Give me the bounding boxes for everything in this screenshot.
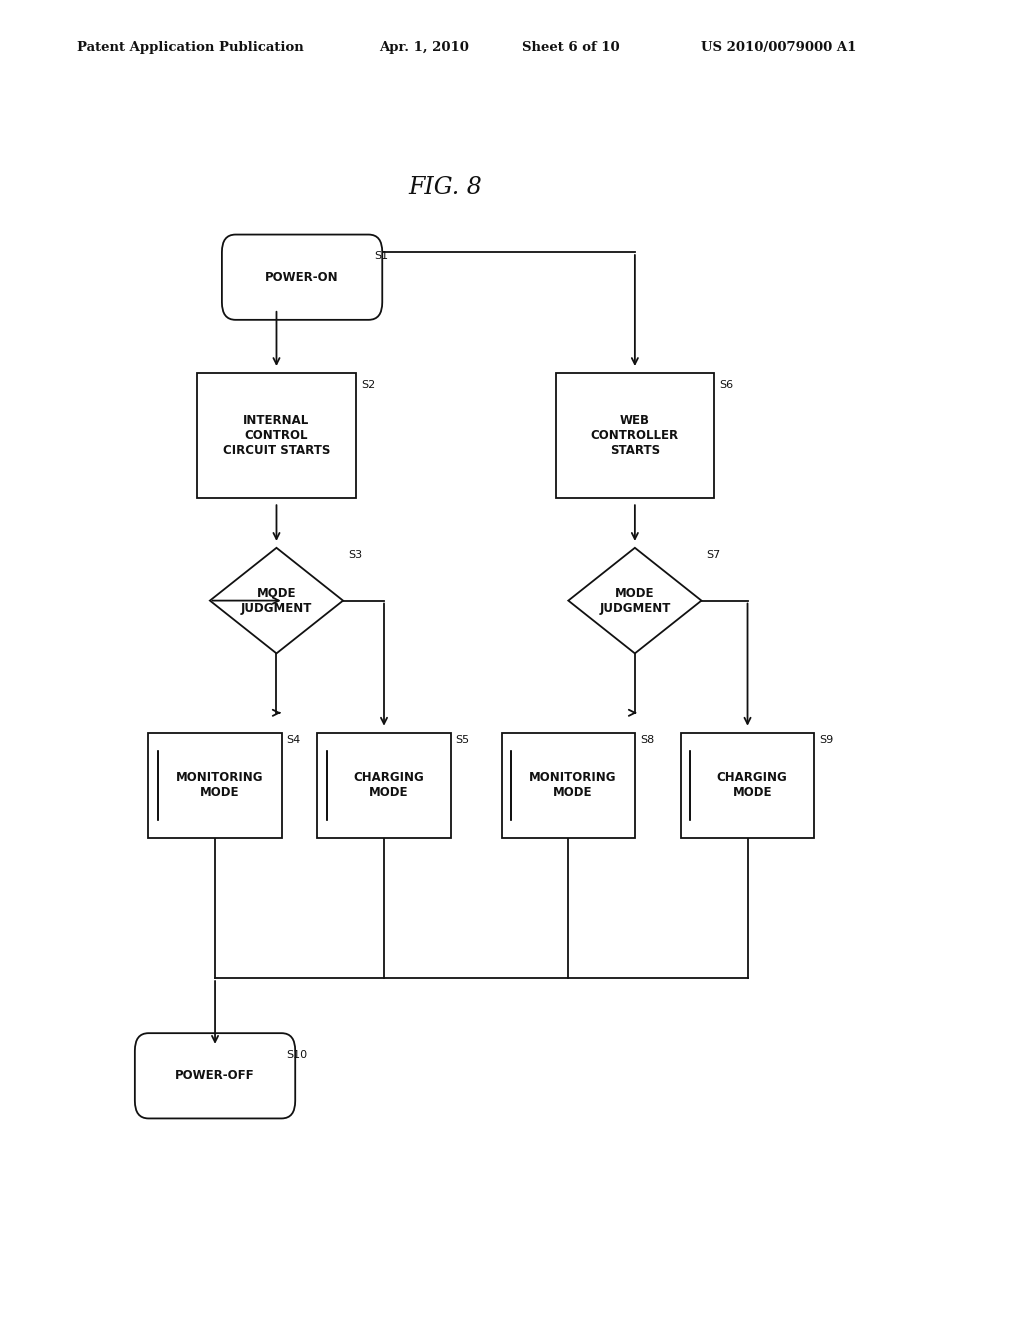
Text: MONITORING
MODE: MONITORING MODE xyxy=(176,771,263,800)
Text: S7: S7 xyxy=(707,550,721,561)
Text: S2: S2 xyxy=(361,380,375,389)
Bar xyxy=(502,733,635,838)
Bar xyxy=(317,733,451,838)
Text: US 2010/0079000 A1: US 2010/0079000 A1 xyxy=(701,41,857,54)
Text: MODE
JUDGMENT: MODE JUDGMENT xyxy=(241,586,312,615)
Text: Apr. 1, 2010: Apr. 1, 2010 xyxy=(379,41,469,54)
Polygon shape xyxy=(210,548,343,653)
Bar xyxy=(681,733,814,838)
Text: CHARGING
MODE: CHARGING MODE xyxy=(717,771,787,800)
Text: WEB
CONTROLLER
STARTS: WEB CONTROLLER STARTS xyxy=(591,414,679,457)
Text: POWER-OFF: POWER-OFF xyxy=(175,1069,255,1082)
Text: FIG. 8: FIG. 8 xyxy=(409,176,482,199)
FancyBboxPatch shape xyxy=(135,1034,295,1118)
Text: MODE
JUDGMENT: MODE JUDGMENT xyxy=(599,586,671,615)
Text: S4: S4 xyxy=(287,735,301,746)
Text: S10: S10 xyxy=(287,1049,308,1060)
Text: S6: S6 xyxy=(719,380,733,389)
Text: S9: S9 xyxy=(819,735,834,746)
Text: INTERNAL
CONTROL
CIRCUIT STARTS: INTERNAL CONTROL CIRCUIT STARTS xyxy=(223,414,330,457)
Text: Sheet 6 of 10: Sheet 6 of 10 xyxy=(522,41,620,54)
Bar xyxy=(148,733,282,838)
Text: MONITORING
MODE: MONITORING MODE xyxy=(529,771,616,800)
Polygon shape xyxy=(568,548,701,653)
Text: Patent Application Publication: Patent Application Publication xyxy=(77,41,303,54)
Text: S8: S8 xyxy=(640,735,654,746)
FancyBboxPatch shape xyxy=(222,235,382,319)
Text: S5: S5 xyxy=(456,735,470,746)
Bar xyxy=(197,372,356,498)
Text: S1: S1 xyxy=(374,251,388,261)
Text: CHARGING
MODE: CHARGING MODE xyxy=(353,771,424,800)
Text: POWER-ON: POWER-ON xyxy=(265,271,339,284)
Bar xyxy=(555,372,715,498)
Text: S3: S3 xyxy=(348,550,362,561)
